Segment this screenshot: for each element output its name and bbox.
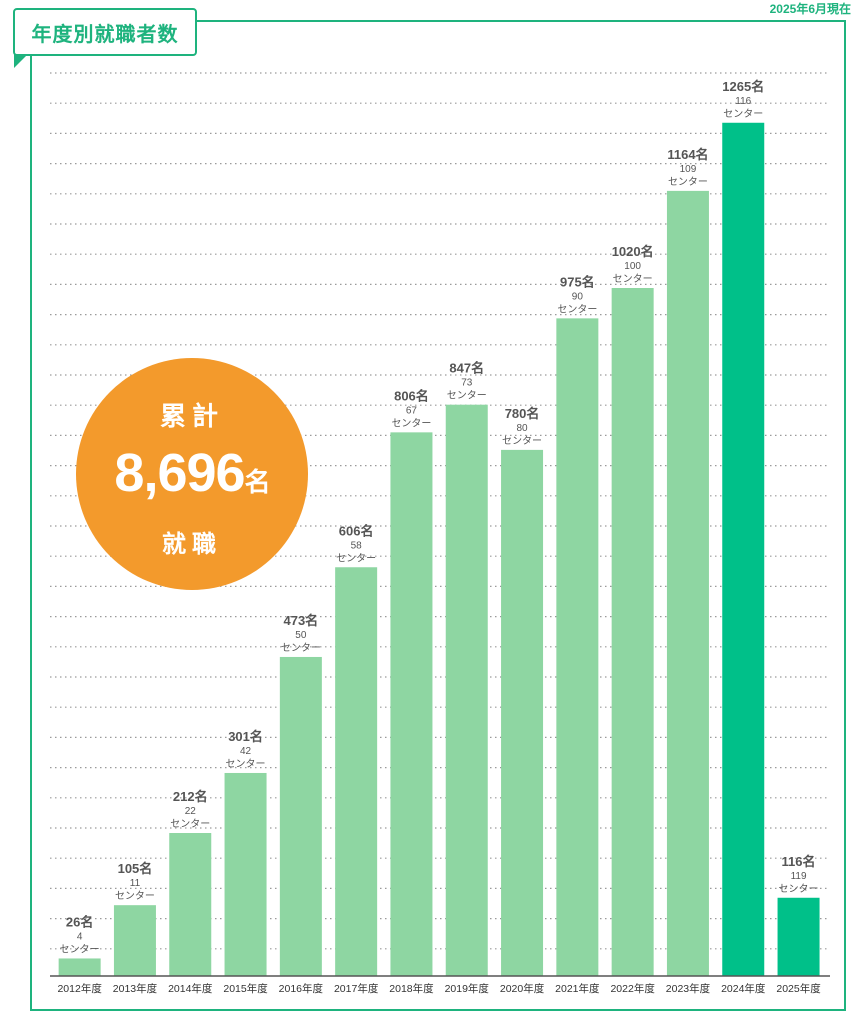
bar (224, 772, 267, 976)
as-of-date: 2025年6月現在 (769, 2, 851, 16)
bar-center-count: 116 (735, 96, 751, 107)
x-tick-label: 2019年度 (445, 982, 490, 995)
x-tick-label: 2012年度 (57, 982, 102, 995)
title-tab-notch (14, 54, 28, 68)
badge-cumulative-label: 累計 (159, 402, 224, 432)
bar-center-unit: センター (391, 417, 431, 429)
bar-center-unit: センター (281, 642, 321, 654)
x-tick-label: 2021年度 (555, 982, 600, 995)
bar-value-label: 212名 (173, 789, 208, 804)
bar-center-unit: センター (60, 943, 100, 955)
x-tick-label: 2016年度 (279, 982, 324, 995)
bar (611, 288, 654, 976)
bar-center-count: 109 (680, 164, 697, 175)
bar (279, 656, 322, 976)
bar-center-count: 11 (130, 878, 141, 889)
bar-value-label: 975名 (560, 274, 595, 289)
badge-total-value: 8,696 (114, 443, 245, 503)
bar (390, 432, 433, 976)
bar-center-unit: センター (557, 303, 597, 315)
bar-value-label: 301名 (228, 729, 263, 744)
bar-center-unit: センター (502, 435, 542, 447)
x-tick-label: 2022年度 (610, 982, 655, 995)
chart-frame (30, 20, 846, 1011)
bar-center-unit: センター (447, 390, 487, 402)
x-tick-label: 2017年度 (334, 982, 379, 995)
x-tick-label: 2015年度 (223, 982, 268, 995)
bar-center-unit: センター (336, 552, 376, 564)
bar-center-count: 100 (624, 261, 641, 272)
bar-value-label: 26名 (66, 914, 93, 929)
bar-center-count: 80 (516, 423, 528, 434)
x-tick-label: 2014年度 (168, 982, 213, 995)
value-labels-group: 26名4センター105名11センター212名22センター301名42センター47… (60, 79, 819, 956)
bar-center-count: 73 (461, 378, 473, 389)
bar-center-count: 119 (791, 871, 807, 882)
bar-center-count: 58 (351, 540, 363, 551)
bar (445, 404, 488, 976)
bar-center-count: 90 (572, 291, 584, 302)
badge-total-unit: 名 (244, 467, 271, 497)
bar-center-unit: センター (115, 890, 155, 902)
total-badge: 累計 8,696名 就職 (76, 358, 308, 590)
bar-center-count: 50 (295, 630, 307, 641)
bar-value-label: 806名 (394, 388, 429, 403)
bar (169, 833, 212, 976)
bar-center-count: 22 (185, 806, 197, 817)
bar-value-label: 116名 (782, 854, 816, 869)
x-axis-labels: 2012年度 2013年度 2014年度 2015年度 2016年度 2017年度 2018… (57, 982, 821, 995)
x-tick-label: 2018年度 (389, 982, 434, 995)
x-tick-label: 2013年度 (113, 982, 158, 995)
chart-title: 年度別就職者数 (31, 21, 179, 46)
bar (722, 122, 765, 976)
bar-value-label: 780名 (505, 406, 540, 421)
badge-employment-label: 就職 (162, 530, 222, 558)
bar (58, 958, 101, 976)
bar (501, 449, 544, 976)
bar-value-label: 1265名 (722, 79, 764, 94)
bars-group (58, 122, 820, 976)
bar (666, 190, 709, 976)
bar (335, 567, 378, 976)
bar-center-count: 42 (240, 746, 252, 757)
bar (556, 318, 599, 976)
bar-center-unit: センター (779, 883, 819, 895)
bar-center-unit: センター (170, 818, 210, 830)
bar-center-unit: センター (226, 758, 266, 770)
x-tick-label: 2020年度 (500, 982, 545, 995)
bar-value-label: 1164名 (667, 147, 708, 162)
chart-title-tab: 年度別就職者数 (13, 8, 197, 56)
x-tick-label: 2025年度 (776, 982, 821, 995)
bar-value-label: 1020名 (612, 244, 654, 259)
bar-center-unit: センター (723, 108, 763, 120)
x-tick-label: 2023年度 (666, 982, 711, 995)
bar-value-label: 473名 (283, 613, 318, 628)
bar-center-unit: センター (668, 176, 708, 188)
bar-center-count: 67 (406, 405, 418, 416)
bar-value-label: 105名 (118, 861, 153, 876)
bar-value-label: 847名 (449, 361, 484, 376)
bar (777, 897, 820, 976)
x-tick-label: 2024年度 (721, 982, 766, 995)
badge-total: 8,696名 (76, 442, 308, 504)
bar-center-count: 4 (77, 931, 83, 942)
bar-center-unit: センター (613, 273, 653, 285)
bar-value-label: 606名 (339, 523, 374, 538)
bar (113, 905, 156, 976)
